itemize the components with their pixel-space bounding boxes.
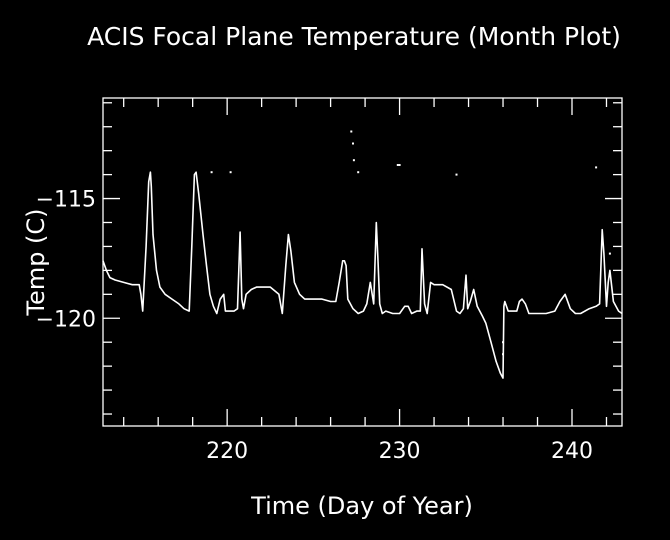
data-point <box>595 166 598 169</box>
x-tick-label: 220 <box>206 439 248 464</box>
data-point <box>502 353 504 356</box>
data-point <box>608 252 611 255</box>
x-tick-label: 240 <box>551 439 593 464</box>
temperature-series-line <box>102 171 623 379</box>
tick-labels: 220 230 240 −115 −120 <box>36 188 593 464</box>
data-point <box>350 130 353 133</box>
y-tick-label: −120 <box>36 307 96 332</box>
data-point <box>398 164 401 166</box>
x-tick-label: 230 <box>379 439 421 464</box>
data-point <box>352 142 354 145</box>
data-point <box>396 164 399 166</box>
data-point <box>352 159 355 162</box>
x-axis-label: Time (Day of Year) <box>250 492 473 520</box>
data-point <box>357 171 360 174</box>
plot-frame <box>102 97 623 427</box>
scatter-points <box>210 130 611 356</box>
data-point <box>210 171 213 174</box>
data-point <box>229 171 232 174</box>
axis-ticks <box>103 98 622 426</box>
y-axis-label: Temp (C) <box>22 208 50 316</box>
data-point <box>502 341 504 344</box>
y-tick-label: −115 <box>36 188 96 213</box>
chart-title: ACIS Focal Plane Temperature (Month Plot… <box>87 22 621 51</box>
data-point <box>455 173 458 176</box>
